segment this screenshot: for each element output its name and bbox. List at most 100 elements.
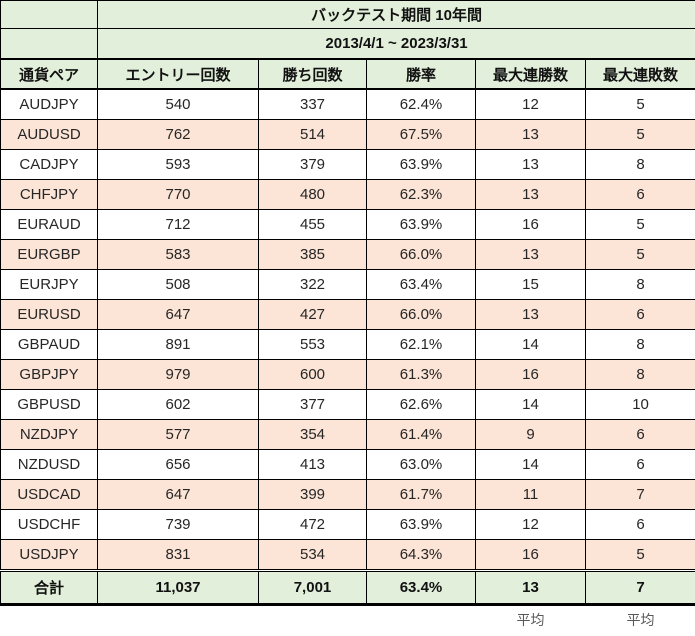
win-rate-cell: 63.9% — [366, 209, 476, 240]
max-win-streak-cell: 14 — [475, 449, 586, 480]
max-lose-streak-cell: 6 — [584, 179, 695, 210]
pair-cell: EURAUD — [0, 209, 98, 240]
entries-cell: 739 — [97, 509, 259, 540]
entries-cell: 762 — [97, 119, 259, 150]
max-lose-streak-cell: 5 — [584, 119, 695, 150]
table-row: EURUSD 647 427 66.0% 13 6 — [0, 299, 695, 330]
max-lose-streak-cell: 8 — [584, 329, 695, 360]
max-lose-streak-cell: 6 — [584, 419, 695, 450]
entries-cell: 602 — [97, 389, 259, 420]
pair-cell: GBPJPY — [0, 359, 98, 390]
wins-cell: 379 — [258, 149, 367, 180]
column-header-max-win-streak: 最大連勝数 — [475, 58, 586, 90]
win-rate-cell: 62.6% — [366, 389, 476, 420]
table-row: AUDUSD 762 514 67.5% 13 5 — [0, 119, 695, 150]
pair-cell: EURJPY — [0, 269, 98, 300]
column-header-wins: 勝ち回数 — [258, 58, 367, 90]
table-period-row: 2013/4/1 ~ 2023/3/31 — [0, 28, 695, 60]
total-label-cell: 合計 — [0, 569, 98, 606]
table-row: AUDJPY 540 337 62.4% 12 5 — [0, 88, 695, 120]
win-rate-cell: 63.0% — [366, 449, 476, 480]
max-win-streak-cell: 12 — [475, 88, 586, 120]
table-period: 2013/4/1 ~ 2023/3/31 — [96, 28, 695, 60]
entries-cell: 647 — [97, 299, 259, 330]
wins-cell: 427 — [258, 299, 367, 330]
wins-cell: 480 — [258, 179, 367, 210]
table-row: GBPUSD 602 377 62.6% 14 10 — [0, 389, 695, 420]
average-label-row: 平均 平均 — [0, 604, 695, 633]
win-rate-cell: 62.4% — [366, 88, 476, 120]
pair-cell: GBPUSD — [0, 389, 98, 420]
table-row: EURJPY 508 322 63.4% 15 8 — [0, 269, 695, 300]
max-win-streak-cell: 16 — [475, 539, 586, 571]
max-win-streak-cell: 9 — [475, 419, 586, 450]
win-rate-cell: 62.3% — [366, 179, 476, 210]
total-row: 合計 11,037 7,001 63.4% 13 7 — [0, 569, 695, 606]
win-rate-cell: 63.4% — [366, 269, 476, 300]
max-lose-streak-cell: 8 — [584, 149, 695, 180]
win-rate-cell: 66.0% — [366, 299, 476, 330]
wins-cell: 337 — [258, 88, 367, 120]
entries-cell: 712 — [97, 209, 259, 240]
win-rate-cell: 61.3% — [366, 359, 476, 390]
table-row: EURGBP 583 385 66.0% 13 5 — [0, 239, 695, 270]
max-lose-streak-cell: 6 — [584, 509, 695, 540]
pair-cell: NZDUSD — [0, 449, 98, 480]
win-rate-cell: 66.0% — [366, 239, 476, 270]
column-header-win-rate: 勝率 — [366, 58, 476, 90]
wins-cell: 514 — [258, 119, 367, 150]
table-title: バックテスト期間 10年間 — [96, 0, 695, 29]
pair-cell: USDCAD — [0, 479, 98, 510]
max-win-streak-cell: 13 — [475, 299, 586, 330]
table-row: GBPJPY 979 600 61.3% 16 8 — [0, 359, 695, 390]
wins-cell: 455 — [258, 209, 367, 240]
max-lose-streak-cell: 10 — [584, 389, 695, 420]
wins-cell: 377 — [258, 389, 367, 420]
total-win-rate-cell: 63.4% — [366, 569, 476, 606]
max-win-streak-cell: 13 — [475, 149, 586, 180]
max-win-streak-cell: 16 — [475, 209, 586, 240]
table-row: CADJPY 593 379 63.9% 13 8 — [0, 149, 695, 180]
max-win-streak-cell: 13 — [475, 179, 586, 210]
table-title-row: バックテスト期間 10年間 — [0, 0, 695, 29]
pair-cell: USDJPY — [0, 539, 98, 571]
entries-cell: 593 — [97, 149, 259, 180]
column-header-max-lose-streak: 最大連敗数 — [584, 58, 695, 90]
wins-cell: 385 — [258, 239, 367, 270]
max-win-streak-cell: 11 — [475, 479, 586, 510]
max-win-streak-cell: 14 — [475, 329, 586, 360]
table-row: EURAUD 712 455 63.9% 16 5 — [0, 209, 695, 240]
wins-cell: 413 — [258, 449, 367, 480]
avg-spacer-cell — [0, 604, 98, 633]
entries-cell: 583 — [97, 239, 259, 270]
wins-cell: 322 — [258, 269, 367, 300]
pair-cell: NZDJPY — [0, 419, 98, 450]
pair-cell: CHFJPY — [0, 179, 98, 210]
entries-cell: 656 — [97, 449, 259, 480]
max-lose-streak-cell: 8 — [584, 269, 695, 300]
win-rate-cell: 64.3% — [366, 539, 476, 571]
win-rate-cell: 61.4% — [366, 419, 476, 450]
column-header-row: 通貨ペア エントリー回数 勝ち回数 勝率 最大連勝数 最大連敗数 — [0, 58, 695, 90]
win-rate-cell: 61.7% — [366, 479, 476, 510]
max-lose-streak-cell: 5 — [584, 209, 695, 240]
max-win-streak-cell: 13 — [475, 239, 586, 270]
max-lose-streak-cell: 5 — [584, 239, 695, 270]
corner-spacer-cell — [0, 28, 98, 60]
table-row: NZDUSD 656 413 63.0% 14 6 — [0, 449, 695, 480]
table-body: AUDJPY 540 337 62.4% 12 5 AUDUSD 762 514 67.5% 13 5… — [0, 88, 695, 571]
corner-spacer-cell — [0, 0, 98, 29]
pair-cell: CADJPY — [0, 149, 98, 180]
total-max-win-streak-cell: 13 — [475, 569, 586, 606]
avg-spacer-cell — [258, 604, 367, 633]
wins-cell: 354 — [258, 419, 367, 450]
max-lose-streak-cell: 5 — [584, 88, 695, 120]
pair-cell: AUDJPY — [0, 88, 98, 120]
entries-cell: 770 — [97, 179, 259, 210]
wins-cell: 472 — [258, 509, 367, 540]
avg-label-max-lose-streak: 平均 — [585, 604, 695, 633]
entries-cell: 891 — [97, 329, 259, 360]
max-lose-streak-cell: 6 — [584, 449, 695, 480]
win-rate-cell: 62.1% — [366, 329, 476, 360]
